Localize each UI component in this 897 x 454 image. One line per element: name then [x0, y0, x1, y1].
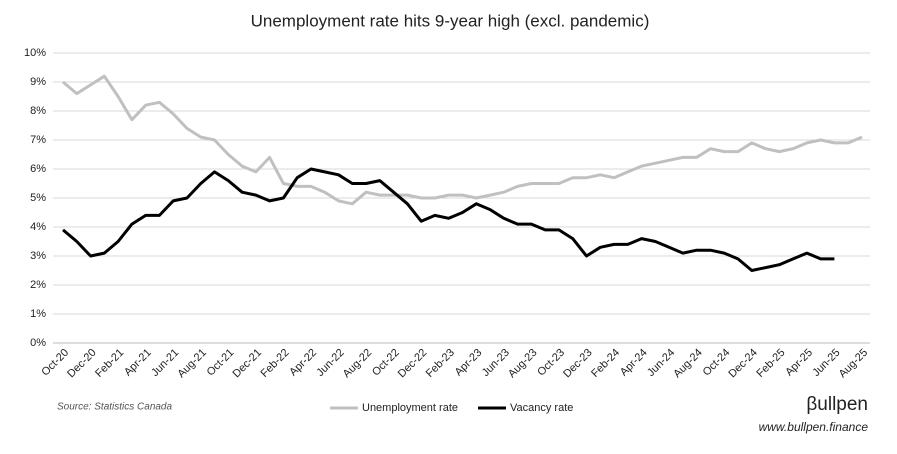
x-tick-label: Dec-23 — [561, 347, 595, 381]
y-tick-label: 3% — [30, 250, 46, 262]
line-series — [62, 74, 863, 206]
x-tick-label: Dec-20 — [65, 347, 99, 381]
brand: βullpen — [806, 394, 868, 415]
y-tick-label: 1% — [30, 308, 46, 320]
x-tick-label: Dec-24 — [726, 347, 760, 381]
chart-title: Unemployment rate hits 9-year high (excl… — [251, 11, 650, 30]
x-tick-label: Aug-25 — [837, 347, 871, 381]
y-tick-label: 0% — [30, 337, 46, 349]
x-tick-label: Apr-21 — [122, 347, 154, 379]
x-tick-label: Feb-24 — [589, 347, 622, 380]
x-tick-label: Aug-22 — [341, 347, 375, 381]
y-tick-label: 8% — [30, 105, 46, 117]
x-tick-label: Dec-21 — [230, 347, 264, 381]
x-tick-label: Aug-24 — [671, 347, 705, 381]
y-tick-label: 7% — [30, 134, 46, 146]
y-tick-label: 6% — [30, 163, 46, 175]
x-tick-label: Apr-25 — [783, 347, 815, 379]
legend-label: Vacancy rate — [510, 402, 573, 414]
y-tick-label: 5% — [30, 192, 46, 204]
x-tick-label: Feb-21 — [93, 347, 126, 380]
x-tick-label: Feb-22 — [258, 347, 291, 380]
y-tick-label: 4% — [30, 221, 46, 233]
y-tick-label: 10% — [24, 47, 46, 59]
x-tick-label: Apr-24 — [618, 347, 650, 379]
x-tick-label: Feb-25 — [754, 347, 787, 380]
x-tick-label: Dec-22 — [396, 347, 430, 381]
x-tick-label: Aug-23 — [506, 347, 540, 381]
website: www.bullpen.finance — [759, 420, 869, 434]
y-tick-label: 9% — [30, 76, 46, 88]
x-tick-label: Aug-21 — [175, 347, 209, 381]
x-tick-label: Feb-23 — [424, 347, 457, 380]
line-series — [62, 167, 835, 272]
source: Source: Statistics Canada — [57, 402, 172, 413]
x-tick-label: Apr-22 — [287, 347, 319, 379]
x-tick-label: Apr-23 — [453, 347, 485, 379]
legend-label: Unemployment rate — [362, 402, 458, 414]
y-tick-label: 2% — [30, 279, 46, 291]
